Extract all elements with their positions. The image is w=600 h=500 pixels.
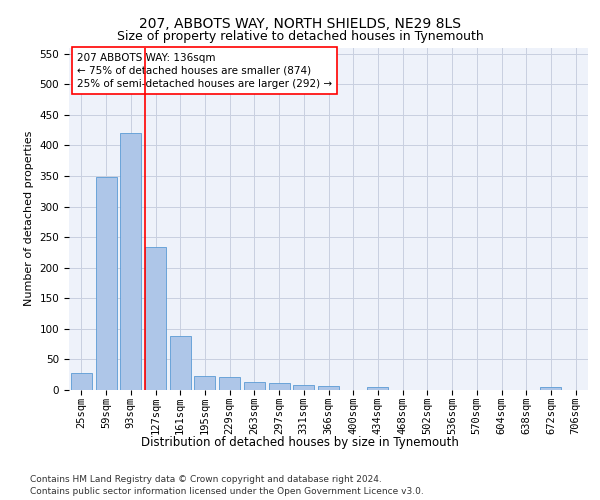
Bar (170, 336, 191, 390)
Text: 207 ABBOTS WAY: 136sqm
← 75% of detached houses are smaller (874)
25% of semi-de: 207 ABBOTS WAY: 136sqm ← 75% of detached… (77, 52, 332, 89)
Text: Size of property relative to detached houses in Tynemouth: Size of property relative to detached ho… (116, 30, 484, 43)
Bar (293, 385, 314, 390)
Text: 207, ABBOTS WAY, NORTH SHIELDS, NE29 8LS: 207, ABBOTS WAY, NORTH SHIELDS, NE29 8LS (139, 18, 461, 32)
Bar (244, 382, 265, 390)
Bar (541, 387, 562, 390)
Bar (219, 376, 240, 390)
Bar (95, 177, 116, 390)
Bar (367, 387, 388, 390)
Bar (71, 374, 92, 390)
Bar (194, 376, 215, 390)
Text: Contains HM Land Registry data © Crown copyright and database right 2024.: Contains HM Land Registry data © Crown c… (30, 476, 382, 484)
Y-axis label: Number of detached properties: Number of detached properties (24, 131, 34, 306)
Bar (269, 384, 290, 390)
Text: Contains public sector information licensed under the Open Government Licence v3: Contains public sector information licen… (30, 486, 424, 496)
Bar (318, 386, 339, 390)
Bar (145, 248, 166, 390)
Text: Distribution of detached houses by size in Tynemouth: Distribution of detached houses by size … (141, 436, 459, 449)
Bar (120, 133, 141, 390)
